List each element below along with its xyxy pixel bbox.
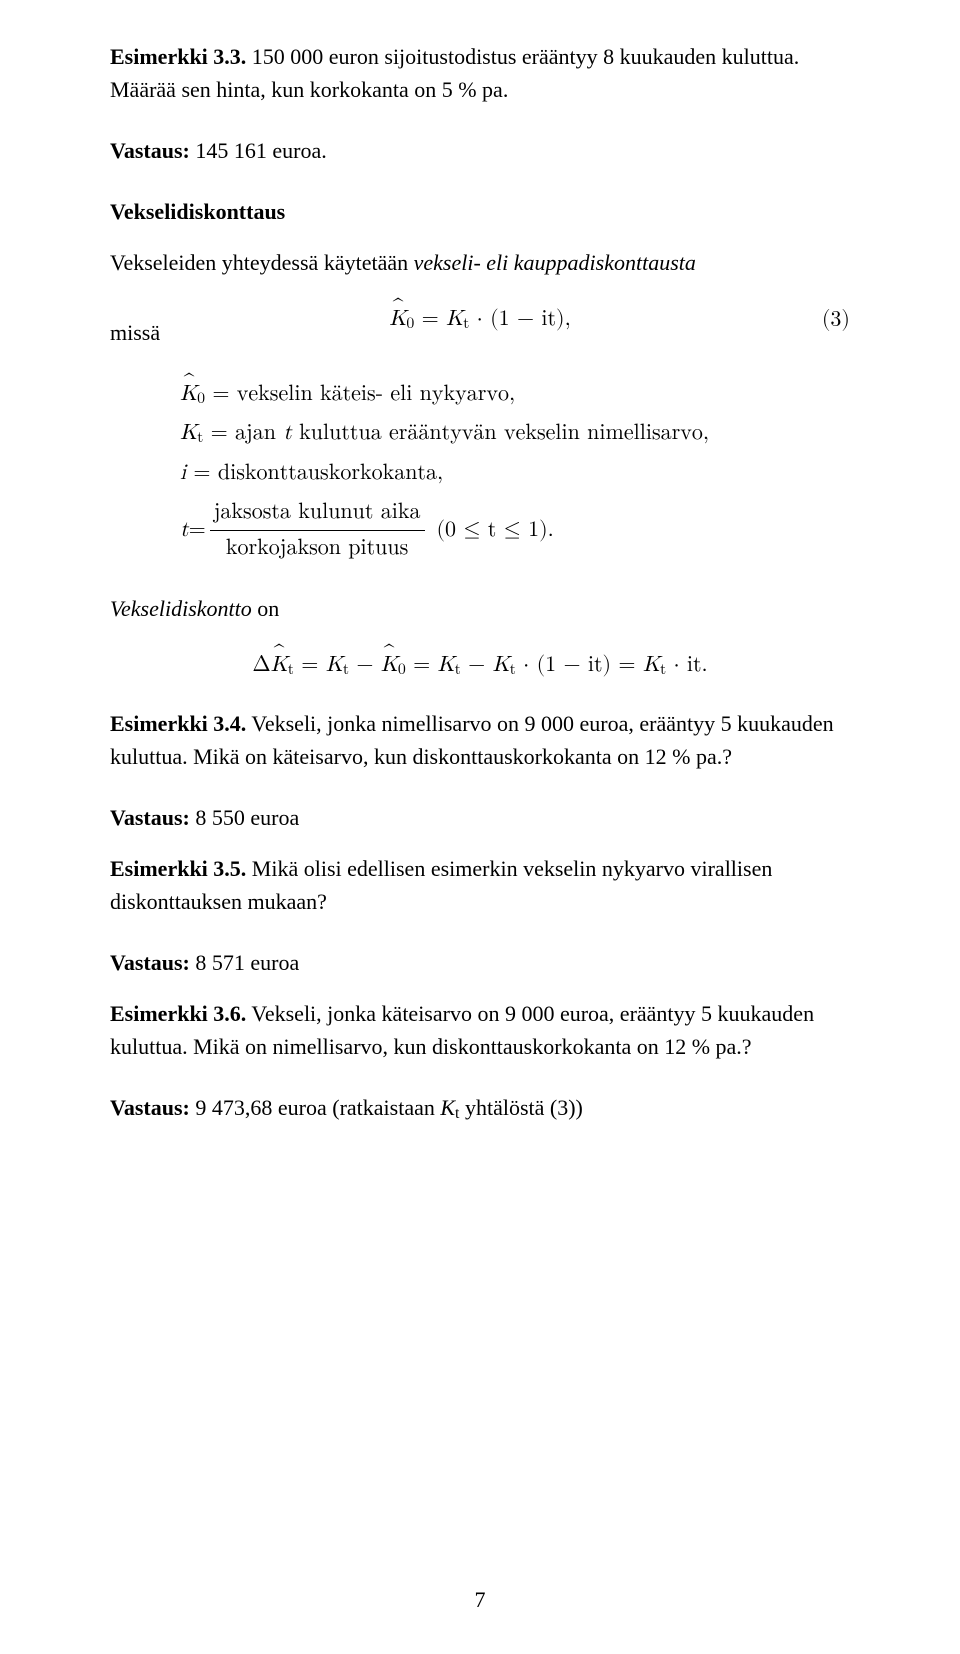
- example-3-4: Esimerkki 3.4. Vekseli, jonka nimellisar…: [110, 707, 850, 773]
- def-k0-hat: K: [180, 383, 197, 405]
- example-3-6-label: Esimerkki 3.6.: [110, 1001, 246, 1026]
- answer-3-6-pre: 9 473,68 euroa (ratkaistaan: [195, 1095, 440, 1120]
- page-number: 7: [0, 1583, 960, 1616]
- page: Esimerkki 3.3. 150 000 euron sijoitustod…: [0, 0, 960, 1654]
- vd-on-italic: Vekselidiskontto: [110, 596, 252, 621]
- def-t-num: jaksosta kulunut aika: [210, 495, 425, 531]
- answer-3-5-text: 8 571 euroa: [195, 950, 299, 975]
- def-k0-rhs: = vekselin käteis- eli nykyarvo,: [205, 383, 515, 405]
- example-3-3-label: Esimerkki 3.3.: [110, 44, 246, 69]
- def-t: t = jaksosta kulunut aika korkojakson pi…: [180, 495, 850, 566]
- eq3-k0-sym: K: [389, 308, 406, 330]
- section-heading: Vekselidiskonttaus: [110, 195, 850, 228]
- example-3-6: Esimerkki 3.6. Vekseli, jonka käteisarvo…: [110, 997, 850, 1063]
- answer-3-6-post: yhtälöstä (3)): [459, 1095, 582, 1120]
- eq3-kt-sym: K: [446, 308, 463, 330]
- example-3-5-label: Esimerkki 3.5.: [110, 856, 246, 881]
- answer-3-3: Vastaus: 145 161 euroa.: [110, 134, 850, 167]
- delta-kt3-sub: t: [510, 663, 516, 679]
- section-intro-italic: vekseli- eli kauppadiskonttausta: [414, 250, 696, 275]
- eq3-kt-sub: t: [463, 316, 469, 332]
- delta-kt2-sub: t: [455, 663, 461, 679]
- def-kt-var: K: [180, 422, 197, 444]
- delta-tail1: · (1 − it) =: [523, 654, 643, 676]
- eq3-k0-hat: K: [389, 303, 406, 336]
- equation-3-block: K0 = Kt · (1 − it), (3) missä: [110, 303, 850, 337]
- delta-kt3: K: [493, 654, 510, 676]
- delta-khat: K: [271, 654, 288, 676]
- def-t-den: korkojakson pituus: [210, 531, 425, 566]
- vd-on-plain: on: [252, 596, 280, 621]
- answer-3-5-label: Vastaus:: [110, 950, 190, 975]
- answer-3-3-label: Vastaus:: [110, 138, 190, 163]
- def-t-frac: jaksosta kulunut aika korkojakson pituus: [210, 495, 425, 566]
- answer-3-6-label: Vastaus:: [110, 1095, 190, 1120]
- section-intro: Vekseleiden yhteydessä käytetään vekseli…: [110, 246, 850, 279]
- delta-eq2: =: [413, 654, 437, 676]
- def-kt-t: t: [283, 422, 292, 444]
- delta-eq1: =: [301, 654, 325, 676]
- example-3-5: Esimerkki 3.5. Mikä olisi edellisen esim…: [110, 852, 850, 918]
- answer-3-5: Vastaus: 8 571 euroa: [110, 946, 850, 979]
- answer-3-4: Vastaus: 8 550 euroa: [110, 801, 850, 834]
- delta-minus1: −: [356, 654, 380, 676]
- delta-khat0: K: [381, 654, 398, 676]
- def-t-var: t: [180, 513, 189, 548]
- def-k0: K0 = vekselin käteis- eli nykyarvo,: [180, 377, 850, 413]
- def-kt-post: kuluttua erääntyvän vekselin nimellisarv…: [292, 422, 709, 444]
- def-t-range: (0 ≤ t ≤ 1).: [437, 513, 554, 548]
- answer-3-4-label: Vastaus:: [110, 805, 190, 830]
- vd-on: Vekselidiskontto on: [110, 592, 850, 625]
- delta-kt1: K: [326, 654, 343, 676]
- missa-label: missä: [110, 316, 160, 349]
- delta-khat0-sub: 0: [398, 663, 406, 679]
- example-3-3: Esimerkki 3.3. 150 000 euron sijoitustod…: [110, 40, 850, 106]
- delta-kt1-sub: t: [343, 663, 349, 679]
- section-intro-prefix: Vekseleiden yhteydessä käytetään: [110, 250, 414, 275]
- delta-minus2: −: [468, 654, 492, 676]
- eq3-k0-sub: 0: [406, 316, 414, 332]
- eq3-equals: =: [422, 308, 446, 330]
- answer-3-4-text: 8 550 euroa: [195, 805, 299, 830]
- def-t-eq: =: [189, 513, 206, 548]
- definitions: K0 = vekselin käteis- eli nykyarvo, Kt =…: [180, 377, 850, 567]
- eq3-tail: · (1 − it),: [477, 308, 571, 330]
- def-kt: Kt = ajan t kuluttua erääntyvän vekselin…: [180, 416, 850, 452]
- def-k0-sub: 0: [197, 391, 205, 407]
- delta-tail2: · it.: [673, 654, 707, 676]
- delta-kt4-sub: t: [660, 663, 666, 679]
- def-kt-pre: = ajan: [203, 422, 283, 444]
- answer-3-3-text: 145 161 euroa.: [195, 138, 326, 163]
- delta-kt2: K: [438, 654, 455, 676]
- answer-3-6-kt: K: [440, 1095, 455, 1120]
- delta-khat-sub: t: [288, 663, 294, 679]
- equation-delta: ΔKt = Kt − K0 = Kt − Kt · (1 − it) = Kt …: [110, 649, 850, 683]
- equation-3: K0 = Kt · (1 − it), (3): [110, 303, 850, 337]
- def-i: i = diskonttauskorkokanta,: [180, 456, 850, 491]
- delta-sym: Δ: [252, 654, 270, 676]
- example-3-4-label: Esimerkki 3.4.: [110, 711, 246, 736]
- answer-3-6: Vastaus: 9 473,68 euroa (ratkaistaan Kt …: [110, 1091, 850, 1126]
- delta-kt4: K: [643, 654, 660, 676]
- def-i-rhs: = diskonttauskorkokanta,: [186, 462, 443, 484]
- eq3-number: (3): [822, 303, 850, 336]
